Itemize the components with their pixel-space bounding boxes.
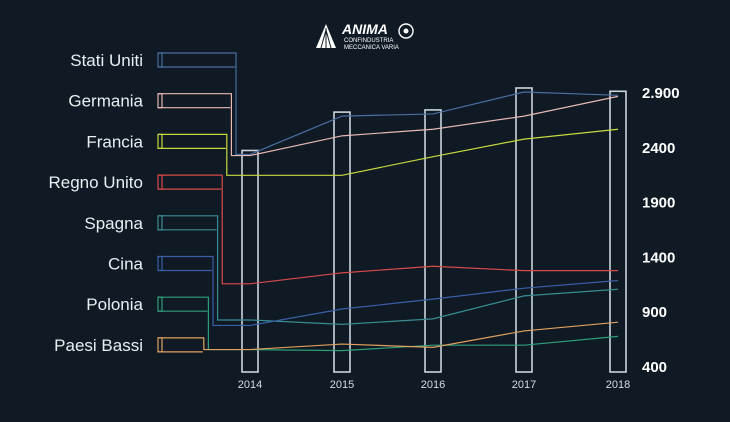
series-line-paesi-bassi <box>158 321 619 351</box>
legend-swatch-paesi-bassi <box>157 337 163 353</box>
legend-swatch-spagna <box>157 215 163 231</box>
year-box-2016 <box>424 109 442 373</box>
legend-swatch-stati-uniti <box>157 52 163 68</box>
y-tick-label: 2.900 <box>642 85 680 102</box>
legend-label-francia: Francia <box>86 132 143 151</box>
y-tick-label: 1900 <box>642 195 675 212</box>
logo-line1: CONFINDUSTRIA <box>344 38 393 44</box>
legend-swatch-polonia <box>157 296 163 312</box>
x-tick-label: 2014 <box>238 379 262 391</box>
series-line-francia <box>158 128 619 176</box>
y-tick-label: 400 <box>642 359 667 376</box>
year-box-2017 <box>515 87 533 373</box>
anima-logo: ANIMA CONFINDUSTRIA MECCANICA VARIA <box>316 21 414 51</box>
year-box-2018 <box>609 90 627 373</box>
series-line-cina <box>158 255 619 327</box>
series-line-regno-unito <box>158 174 618 285</box>
series-line-stati-uniti <box>158 52 619 156</box>
y-tick-label: 900 <box>642 304 667 321</box>
series-line-germania <box>158 93 619 157</box>
legend-swatch-francia <box>157 133 163 149</box>
y-tick-label: 2400 <box>642 140 675 157</box>
legend-label-paesi-bassi: Paesi Bassi <box>54 336 143 355</box>
x-tick-label: 2018 <box>606 379 630 391</box>
year-box-2014 <box>241 149 259 373</box>
year-box-2015 <box>333 111 351 373</box>
legend-swatch-cina <box>157 255 163 272</box>
legend-label-spagna: Spagna <box>84 214 143 233</box>
logo-line2: MECCANICA VARIA <box>344 45 399 51</box>
badge-icon <box>398 23 414 39</box>
legend-swatch-germania <box>157 93 163 109</box>
legend-label-stati-uniti: Stati Uniti <box>70 51 143 70</box>
x-tick-label: 2017 <box>512 379 536 391</box>
series-line-polonia <box>158 296 619 352</box>
y-tick-label: 1400 <box>642 249 675 266</box>
shell-icon <box>316 24 336 49</box>
legend-swatch-regno-unito <box>157 174 163 190</box>
x-tick-label: 2016 <box>421 379 445 391</box>
legend-label-germania: Germania <box>68 92 143 111</box>
x-tick-label: 2015 <box>330 379 354 391</box>
series-line-spagna <box>158 215 619 325</box>
legend-label-regno-unito: Regno Unito <box>48 173 143 192</box>
logo-brand: ANIMA <box>341 21 388 37</box>
legend-label-polonia: Polonia <box>86 295 143 314</box>
legend-label-cina: Cina <box>108 255 144 274</box>
